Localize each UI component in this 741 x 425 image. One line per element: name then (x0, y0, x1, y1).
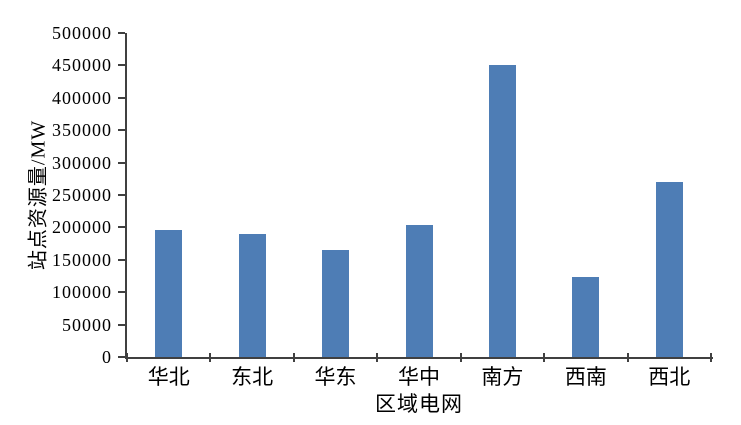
x-axis-title: 区域电网 (375, 392, 463, 416)
x-tick-mark (710, 353, 712, 362)
bar-东北 (238, 234, 266, 357)
x-category-label: 东北 (231, 365, 274, 389)
bar-西北 (655, 182, 683, 357)
x-axis-line (125, 357, 713, 359)
x-tick-mark (543, 353, 546, 362)
x-tick-mark (459, 353, 462, 362)
y-tick-label: 250000 (52, 185, 112, 205)
x-category-label: 南方 (481, 365, 524, 389)
y-tick-label: 0 (102, 347, 112, 367)
y-tick-label: 500000 (52, 23, 112, 43)
y-tick-label: 50000 (62, 314, 112, 335)
y-tick-label: 100000 (52, 282, 112, 303)
y-tick-mark (118, 96, 125, 99)
y-tick-mark (118, 161, 125, 164)
bar-华中 (405, 225, 433, 357)
y-tick-mark (118, 32, 125, 34)
y-tick-label: 400000 (52, 87, 112, 108)
x-category-label: 华中 (397, 365, 440, 389)
x-category-label: 华东 (314, 365, 357, 389)
y-tick-mark (118, 291, 125, 294)
y-tick-mark (118, 258, 125, 261)
bar-华北 (155, 230, 183, 357)
y-tick-label: 150000 (52, 249, 112, 270)
x-tick-mark (376, 353, 379, 362)
bar-南方 (488, 65, 516, 357)
x-tick-mark (126, 353, 128, 362)
y-tick-label: 350000 (52, 120, 112, 141)
x-category-label: 西南 (564, 365, 607, 389)
y-axis-line (125, 33, 127, 359)
bar-西南 (572, 277, 600, 357)
bar-华东 (322, 250, 350, 357)
y-tick-label: 300000 (52, 152, 112, 173)
x-tick-mark (292, 353, 295, 362)
x-tick-mark (209, 353, 212, 362)
y-tick-mark (118, 129, 125, 132)
x-category-label: 华北 (147, 365, 190, 389)
y-tick-mark (118, 356, 125, 358)
y-tick-mark (118, 194, 125, 196)
y-tick-mark (118, 323, 125, 326)
y-tick-label: 200000 (52, 217, 112, 238)
y-tick-mark (118, 226, 125, 229)
x-category-label: 西北 (648, 365, 691, 389)
y-tick-mark (118, 64, 125, 67)
y-tick-label: 450000 (52, 55, 112, 76)
x-tick-mark (626, 353, 629, 362)
